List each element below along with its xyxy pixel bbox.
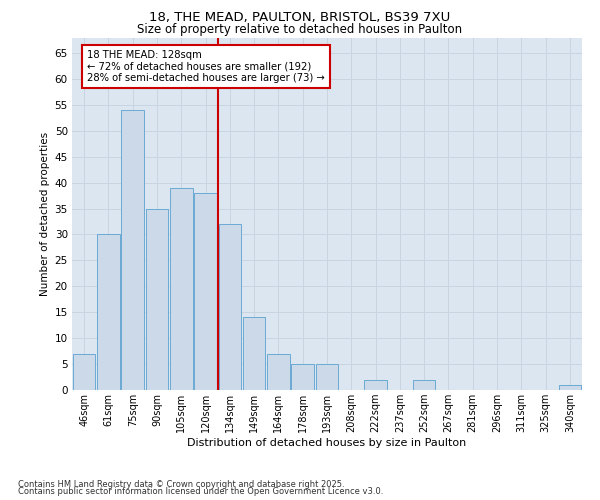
Bar <box>218 224 241 390</box>
Bar <box>267 354 290 390</box>
Text: Size of property relative to detached houses in Paulton: Size of property relative to detached ho… <box>137 22 463 36</box>
Bar <box>413 380 436 390</box>
X-axis label: Distribution of detached houses by size in Paulton: Distribution of detached houses by size … <box>187 438 467 448</box>
Text: 18 THE MEAD: 128sqm
← 72% of detached houses are smaller (192)
28% of semi-detac: 18 THE MEAD: 128sqm ← 72% of detached ho… <box>88 50 325 83</box>
Text: Contains HM Land Registry data © Crown copyright and database right 2025.: Contains HM Land Registry data © Crown c… <box>18 480 344 489</box>
Bar <box>170 188 193 390</box>
Text: 18, THE MEAD, PAULTON, BRISTOL, BS39 7XU: 18, THE MEAD, PAULTON, BRISTOL, BS39 7XU <box>149 11 451 24</box>
Bar <box>243 318 265 390</box>
Y-axis label: Number of detached properties: Number of detached properties <box>40 132 50 296</box>
Bar <box>121 110 144 390</box>
Bar <box>559 385 581 390</box>
Text: Contains public sector information licensed under the Open Government Licence v3: Contains public sector information licen… <box>18 487 383 496</box>
Bar <box>73 354 95 390</box>
Bar <box>194 193 217 390</box>
Bar <box>97 234 120 390</box>
Bar <box>146 208 168 390</box>
Bar <box>316 364 338 390</box>
Bar <box>292 364 314 390</box>
Bar <box>364 380 387 390</box>
